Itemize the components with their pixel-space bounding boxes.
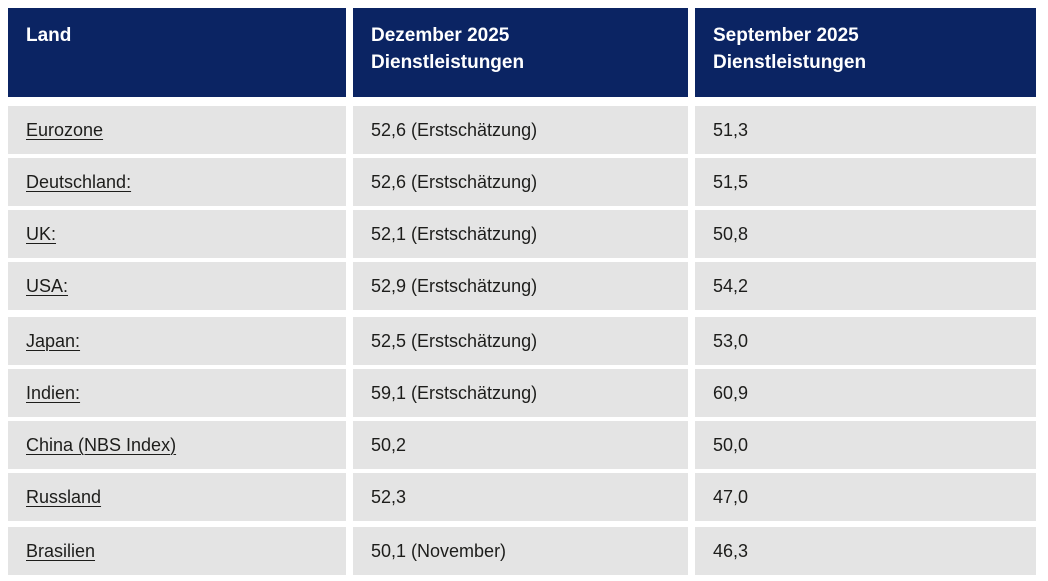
country-link[interactable]: Japan: (26, 330, 81, 351)
december-value-cell: 52,5 (Erstschätzung) (353, 317, 688, 365)
december-value-cell: 52,6 (Erstschätzung) (353, 106, 688, 154)
december-value-cell: 50,1 (November) (353, 527, 688, 575)
table-row: Japan: 52,5 (Erstschätzung) 53,0 (8, 317, 1036, 365)
country-cell: Japan: (8, 317, 346, 365)
country-cell: UK: (8, 210, 346, 258)
table-row: USA: 52,9 (Erstschätzung) 54,2 (8, 262, 1036, 310)
country-link[interactable]: Brasilien (26, 540, 96, 561)
december-value-cell: 52,9 (Erstschätzung) (353, 262, 688, 310)
december-value-cell: 59,1 (Erstschätzung) (353, 369, 688, 417)
table-body: Eurozone 52,6 (Erstschätzung) 51,3 Deutschl… (8, 106, 1036, 575)
table-row: Brasilien 50,1 (November) 46,3 (8, 527, 1036, 575)
country-link[interactable]: Russland (26, 486, 102, 507)
country-link[interactable]: USA: (26, 275, 69, 296)
september-value-cell: 50,8 (695, 210, 1036, 258)
september-value-cell: 53,0 (695, 317, 1036, 365)
country-link[interactable]: Indien: (26, 382, 81, 403)
september-value-cell: 47,0 (695, 473, 1036, 521)
december-value-cell: 50,2 (353, 421, 688, 469)
country-cell: Deutschland: (8, 158, 346, 206)
country-link[interactable]: Eurozone (26, 119, 104, 140)
country-link[interactable]: China (NBS Index) (26, 434, 177, 455)
december-value-cell: 52,3 (353, 473, 688, 521)
country-cell: Eurozone (8, 106, 346, 154)
country-cell: Russland (8, 473, 346, 521)
country-link[interactable]: UK: (26, 223, 57, 244)
table-header-row: Land Dezember 2025 Dienstleistungen Sept… (8, 8, 1036, 97)
header-cell-september-2025: September 2025 Dienstleistungen (695, 8, 1036, 97)
country-cell: Brasilien (8, 527, 346, 575)
header-cell-land: Land (8, 8, 346, 97)
september-value-cell: 60,9 (695, 369, 1036, 417)
september-value-cell: 54,2 (695, 262, 1036, 310)
country-cell: USA: (8, 262, 346, 310)
table-row: UK: 52,1 (Erstschätzung) 50,8 (8, 210, 1036, 258)
december-value-cell: 52,6 (Erstschätzung) (353, 158, 688, 206)
september-value-cell: 51,5 (695, 158, 1036, 206)
country-cell: China (NBS Index) (8, 421, 346, 469)
september-value-cell: 50,0 (695, 421, 1036, 469)
table-row: Russland 52,3 47,0 (8, 473, 1036, 521)
pmi-services-table: Land Dezember 2025 Dienstleistungen Sept… (8, 8, 1036, 579)
table-row: Indien: 59,1 (Erstschätzung) 60,9 (8, 369, 1036, 417)
december-value-cell: 52,1 (Erstschätzung) (353, 210, 688, 258)
country-cell: Indien: (8, 369, 346, 417)
header-cell-december-2025: Dezember 2025 Dienstleistungen (353, 8, 688, 97)
table-row: Deutschland: 52,6 (Erstschätzung) 51,5 (8, 158, 1036, 206)
country-link[interactable]: Deutschland: (26, 171, 132, 192)
table-row: China (NBS Index) 50,2 50,0 (8, 421, 1036, 469)
september-value-cell: 46,3 (695, 527, 1036, 575)
table-row: Eurozone 52,6 (Erstschätzung) 51,3 (8, 106, 1036, 154)
september-value-cell: 51,3 (695, 106, 1036, 154)
